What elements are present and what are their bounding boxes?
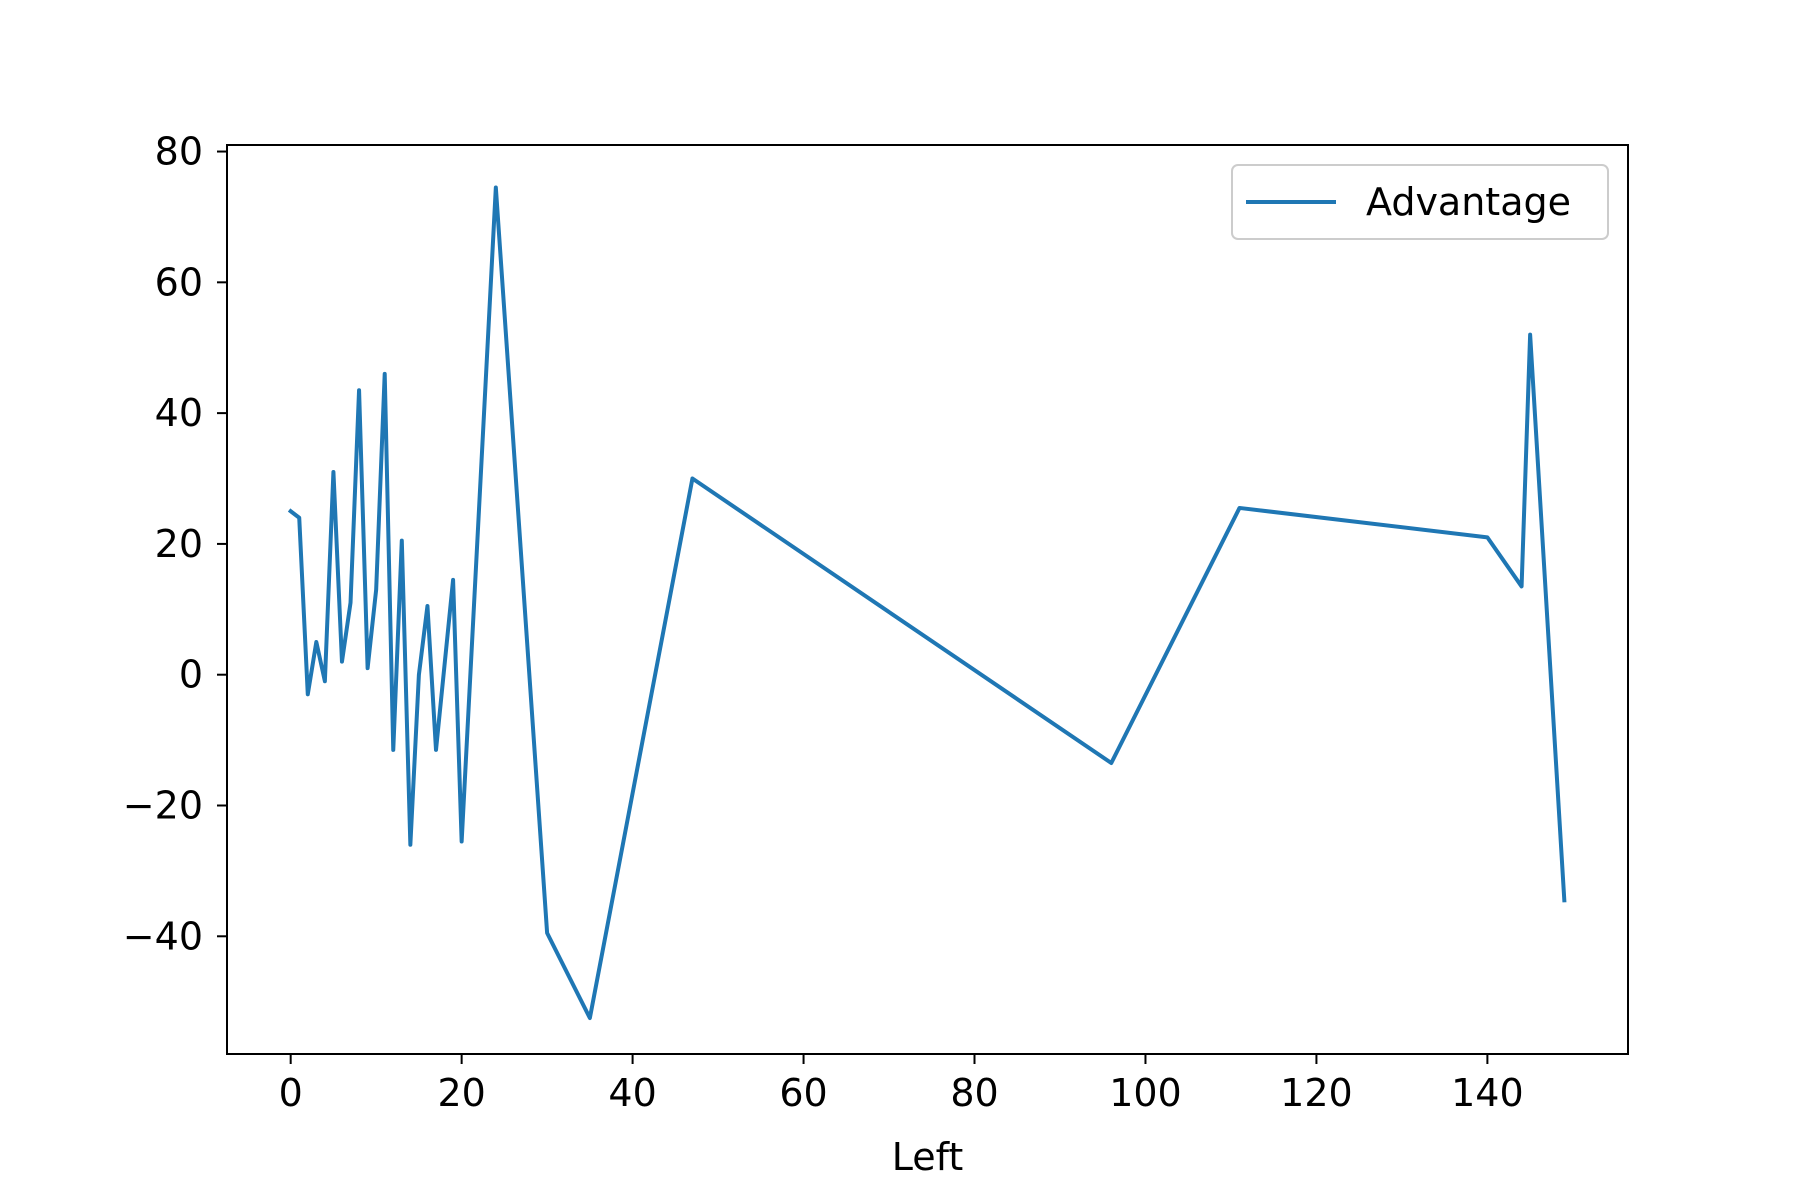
x-axis: 0 20 40 60 80 100 120 140 xyxy=(279,1054,1524,1115)
y-tick-label: 0 xyxy=(179,653,203,697)
x-tick-label: 60 xyxy=(779,1071,827,1115)
series-line-1 xyxy=(287,185,1567,1021)
x-tick-label: 140 xyxy=(1451,1071,1524,1115)
x-axis-label: Left xyxy=(892,1135,964,1179)
x-tick-label: 80 xyxy=(950,1071,998,1115)
x-tick-label: 40 xyxy=(608,1071,656,1115)
y-tick-label: 40 xyxy=(155,391,203,435)
x-tick-label: 100 xyxy=(1109,1071,1182,1115)
y-tick-label: 20 xyxy=(155,522,203,566)
axes-frame xyxy=(226,144,1629,1055)
plot-area xyxy=(287,185,1567,1021)
x-tick-label: 20 xyxy=(437,1071,485,1115)
legend: Advantage xyxy=(1231,164,1609,240)
y-tick-label: −40 xyxy=(123,914,203,958)
x-tick-label: 120 xyxy=(1280,1071,1353,1115)
x-tick-label: 0 xyxy=(279,1071,303,1115)
y-axis: −40 −20 0 20 40 60 80 xyxy=(123,130,227,958)
legend-box xyxy=(1231,164,1609,240)
y-tick-label: 80 xyxy=(155,130,203,174)
y-tick-label: −20 xyxy=(123,783,203,827)
legend-label: Advantage xyxy=(1366,180,1571,224)
y-tick-label: 60 xyxy=(155,260,203,304)
